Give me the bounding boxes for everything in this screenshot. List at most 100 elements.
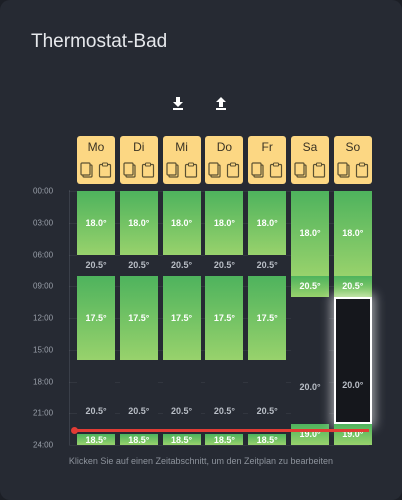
grid-line — [69, 445, 369, 446]
schedule-segment[interactable]: 18.0° — [291, 191, 329, 276]
day-header-mo[interactable]: Mo — [77, 136, 115, 184]
segment-temperature: 18.0° — [213, 217, 235, 228]
day-header-do[interactable]: Do — [205, 136, 244, 184]
day-label: So — [345, 140, 361, 154]
segment-temperature: 18.5° — [171, 434, 193, 445]
schedule-segment[interactable]: 17.5° — [248, 275, 287, 361]
segment-temperature: 17.5° — [128, 312, 150, 323]
schedule-segment[interactable]: 19.0° — [291, 423, 329, 445]
schedule-segment[interactable]: 20.5° — [248, 360, 287, 435]
paste-icon[interactable] — [269, 162, 283, 178]
time-tick-label: 00:00 — [33, 186, 54, 196]
segment-temperature: 20.5° — [342, 281, 364, 292]
schedule-segment[interactable]: 18.5° — [205, 434, 244, 445]
upload-icon[interactable] — [213, 95, 229, 111]
schedule-segment[interactable]: 20.5° — [77, 360, 115, 435]
schedule-segment[interactable]: 18.0° — [248, 191, 287, 255]
paste-icon[interactable] — [355, 162, 369, 178]
schedule-segment[interactable]: 20.5° — [205, 254, 244, 276]
schedule-segment[interactable]: 20.5° — [119, 360, 158, 435]
segment-temperature: 18.0° — [256, 217, 278, 228]
schedule-segment[interactable]: 20.5° — [162, 360, 201, 435]
card-title: Thermostat-Bad — [31, 31, 168, 52]
day-label: Mo — [87, 140, 105, 154]
time-axis-line — [69, 190, 70, 445]
schedule-segment[interactable]: 18.5° — [248, 434, 287, 445]
segment-temperature: 20.5° — [85, 260, 107, 271]
schedule-segment[interactable]: 18.5° — [119, 434, 158, 445]
segment-temperature: 17.5° — [85, 312, 107, 323]
schedule-segment[interactable]: 18.0° — [162, 191, 201, 255]
segment-temperature: 19.0° — [342, 429, 364, 440]
schedule-segment[interactable]: 18.0° — [333, 191, 372, 276]
day-header-sa[interactable]: Sa — [291, 136, 329, 184]
schedule-segment[interactable]: 18.0° — [77, 191, 115, 255]
paste-icon[interactable] — [184, 162, 198, 178]
copy-icon[interactable] — [80, 162, 94, 178]
schedule-column-so: 18.0° 20.5° 20.0° 19.0° — [333, 191, 372, 445]
time-tick-label: 06:00 — [33, 250, 54, 259]
schedule-segment[interactable]: 20.5° — [77, 254, 115, 276]
schedule-segment[interactable]: 18.5° — [77, 434, 115, 445]
segment-temperature: 18.5° — [213, 434, 235, 445]
paste-icon[interactable] — [226, 162, 240, 178]
schedule-segment[interactable]: 20.5° — [333, 275, 372, 297]
segment-temperature: 18.0° — [128, 217, 150, 228]
time-tick-label: 18:00 — [33, 377, 54, 386]
schedule-segment[interactable]: 18.5° — [162, 434, 201, 445]
day-header-fr[interactable]: Fr — [248, 136, 287, 184]
download-icon[interactable] — [170, 95, 186, 111]
day-label: Do — [216, 140, 233, 154]
copy-icon[interactable] — [337, 162, 351, 178]
copy-icon[interactable] — [251, 162, 265, 178]
schedule-column-mi: 18.0° 20.5° 17.5° 20.5° 18.5° — [162, 191, 201, 445]
segment-temperature: 20.0° — [342, 380, 364, 391]
copy-icon[interactable] — [123, 162, 137, 178]
segment-temperature: 20.5° — [256, 260, 278, 271]
segment-temperature: 20.5° — [171, 260, 193, 271]
segment-temperature: 17.5° — [171, 312, 193, 323]
paste-icon[interactable] — [98, 162, 112, 178]
segment-temperature: 20.5° — [171, 405, 193, 416]
schedule-column-do: 18.0° 20.5° 17.5° 20.5° 18.5° — [205, 191, 244, 445]
segment-temperature: 18.5° — [85, 434, 107, 445]
schedule-segment[interactable]: 20.5° — [205, 360, 244, 435]
segment-temperature: 20.5° — [213, 260, 235, 271]
schedule-segment[interactable]: 20.5° — [119, 254, 158, 276]
time-tick-label: 24:00 — [33, 440, 54, 450]
schedule-segment-selected[interactable]: 20.0° — [333, 296, 372, 424]
segment-temperature: 20.0° — [299, 382, 321, 393]
segment-temperature: 20.5° — [128, 405, 150, 416]
copy-icon[interactable] — [294, 162, 308, 178]
current-time-marker — [71, 427, 78, 435]
segment-temperature: 20.5° — [85, 405, 107, 416]
schedule-column-di: 18.0° 20.5° 17.5° 20.5° 18.5° — [119, 191, 158, 445]
schedule-segment[interactable]: 18.0° — [119, 191, 158, 255]
schedule-segment[interactable]: 18.0° — [205, 191, 244, 255]
day-header-di[interactable]: Di — [119, 136, 158, 184]
schedule-segment[interactable]: 17.5° — [77, 275, 115, 361]
schedule-segment[interactable]: 20.5° — [291, 275, 329, 297]
schedule-segment[interactable]: 17.5° — [162, 275, 201, 361]
day-header-so[interactable]: So — [333, 136, 372, 184]
paste-icon[interactable] — [141, 162, 155, 178]
hint-text: Klicken Sie auf einen Zeitabschnitt, um … — [68, 456, 334, 466]
schedule-segment[interactable]: 17.5° — [119, 275, 158, 361]
segment-temperature: 20.5° — [128, 260, 150, 271]
paste-icon[interactable] — [312, 162, 326, 178]
segment-temperature: 18.0° — [85, 217, 107, 228]
segment-temperature: 20.5° — [299, 281, 321, 292]
day-label: Di — [133, 140, 145, 154]
segment-temperature: 18.0° — [342, 228, 364, 239]
schedule-column-sa: 18.0° 20.5° 20.0° 19.0° — [291, 191, 329, 445]
schedule-segment[interactable]: 20.0° — [291, 296, 329, 424]
schedule-segment[interactable]: 17.5° — [205, 275, 244, 361]
schedule-segment[interactable]: 20.5° — [162, 254, 201, 276]
schedule-segment[interactable]: 19.0° — [333, 423, 372, 445]
schedule-segment[interactable]: 20.5° — [248, 254, 287, 276]
copy-icon[interactable] — [165, 162, 180, 178]
copy-icon[interactable] — [208, 162, 222, 178]
time-tick-label: 09:00 — [33, 281, 54, 291]
day-header-mi[interactable]: Mi — [162, 136, 201, 184]
